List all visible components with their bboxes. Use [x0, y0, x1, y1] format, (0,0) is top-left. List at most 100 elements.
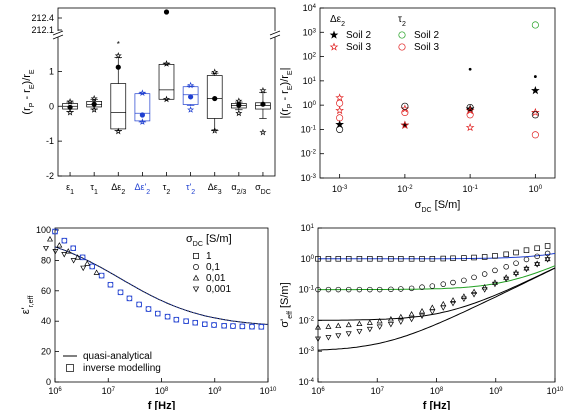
x-tick-label: τ'2	[186, 182, 195, 196]
y-axis-label: σ'eff [S/m]	[279, 282, 294, 327]
box	[110, 83, 127, 130]
data-point	[43, 245, 49, 252]
data-point	[61, 237, 68, 244]
tick-base: 10	[303, 27, 313, 37]
data-point	[325, 335, 332, 341]
y-label-sub: E	[287, 85, 294, 90]
category-label: τ	[163, 182, 167, 192]
data-point	[315, 324, 321, 330]
data-point	[183, 318, 189, 324]
y-tick-label: 100	[303, 100, 317, 110]
legend-marker	[329, 42, 339, 51]
data-point	[398, 256, 404, 262]
data-point	[450, 255, 456, 262]
data-point	[481, 254, 488, 260]
tick-base: 10	[303, 3, 313, 13]
legend-label: 0,1	[206, 262, 220, 273]
axis-break-gap	[271, 31, 279, 37]
y-tick-label: 212.1	[31, 25, 54, 35]
data-point	[325, 323, 332, 329]
min-star	[259, 128, 267, 136]
legend-header-base: τ	[398, 14, 402, 25]
tick-exp: 7	[112, 387, 116, 393]
x-tick-label: τ1	[90, 182, 98, 196]
data-point	[367, 256, 373, 262]
y-tick-label: 10-4	[299, 377, 315, 387]
tick-exp: -2	[311, 150, 317, 156]
data-point	[419, 284, 425, 290]
x-tick-label: 106	[48, 386, 62, 396]
tick-exp: 6	[321, 387, 325, 393]
category-sub: 2	[166, 189, 170, 196]
legend-marker	[192, 274, 200, 281]
data-point	[513, 271, 520, 278]
tick-exp: 0	[313, 101, 317, 107]
y-tick-label: 101	[303, 76, 317, 86]
data-point	[258, 324, 265, 330]
category-label: τ	[90, 182, 94, 192]
y-tick-label: -2	[46, 171, 54, 181]
tick-base: 10	[462, 184, 472, 194]
category-sub: 1	[94, 189, 98, 196]
x-label-unit: [S/m]	[432, 199, 461, 211]
tick-base: 10	[299, 315, 309, 325]
data-point	[400, 104, 410, 113]
y-label-part: )/r	[279, 75, 291, 86]
data-point	[388, 286, 394, 293]
data-point	[345, 286, 352, 293]
data-point	[376, 317, 383, 324]
data-point	[513, 260, 519, 266]
data-point	[523, 256, 530, 263]
data-point	[345, 256, 352, 262]
legend-marker	[66, 364, 74, 372]
data-point	[408, 310, 415, 317]
legend-marker	[329, 30, 339, 39]
data-point	[336, 125, 344, 133]
data-point	[249, 323, 255, 330]
outlier-mark: *	[117, 40, 120, 49]
x-tick-label: 107	[102, 386, 116, 396]
tick-exp: 6	[58, 387, 62, 393]
data-point	[534, 262, 541, 268]
data-point	[471, 254, 477, 261]
data-point	[107, 281, 114, 288]
legend-marker	[193, 264, 199, 270]
data-point	[335, 105, 344, 115]
y-label-part: |	[279, 68, 291, 71]
max-star	[163, 60, 170, 67]
y-axis-label: (rP - rE)/rE	[21, 69, 36, 115]
y-tick-label: 60	[41, 286, 51, 296]
tick-exp: 2	[313, 53, 317, 59]
data-point	[335, 286, 342, 293]
legend-marker	[398, 43, 406, 51]
data-point	[52, 228, 58, 235]
y-tick-label: 100	[36, 225, 51, 235]
y-tick-label: 10-2	[299, 315, 315, 325]
data-point	[429, 304, 436, 310]
mean-dot	[139, 112, 145, 118]
x-tick-label: ε1	[66, 182, 74, 196]
data-point	[117, 289, 124, 296]
data-point	[366, 326, 373, 333]
y-axis-label: |(rP - rE)/rE|	[279, 68, 294, 119]
tick-base: 10	[303, 100, 313, 110]
tick-base: 10	[301, 173, 311, 183]
tick-base: 10	[299, 285, 309, 295]
category-sub: 3	[218, 189, 222, 196]
y-label-sub: P	[29, 102, 36, 107]
plot-frame	[319, 7, 556, 179]
x-tick-label: 109	[489, 386, 503, 396]
data-point	[531, 85, 540, 95]
model-curve-blue	[54, 246, 269, 325]
tick-base: 10	[332, 184, 342, 194]
x-tick-label: 108	[155, 386, 169, 396]
y-tick-label: 104	[303, 3, 317, 13]
plot-frame	[317, 227, 556, 383]
tick-exp: 8	[165, 387, 169, 393]
plot-frame	[57, 7, 276, 177]
axis-break-mark	[269, 30, 281, 40]
legend-label: Soil 2	[346, 30, 371, 41]
data-point	[523, 264, 530, 271]
